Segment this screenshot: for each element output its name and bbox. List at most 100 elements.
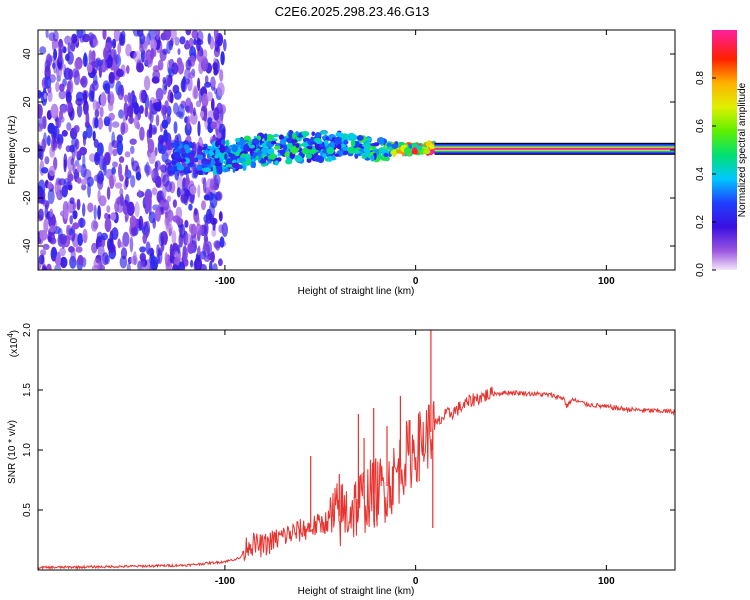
noise-cell [155,175,162,188]
x-tick-label: -100 [215,576,235,587]
noise-cell [93,204,97,221]
noise-cell [217,82,225,97]
noise-cell [155,160,161,171]
noise-cell [138,105,144,114]
noise-cell [66,80,72,92]
noise-cell [190,259,194,268]
signal-cell [253,136,257,139]
noise-cell [118,241,125,248]
noise-cell [115,53,122,68]
signal-cell [188,141,193,149]
noise-cell [76,198,81,211]
spectrogram-ylabel: Frequency (Hz) [7,116,18,185]
noise-cell [112,148,118,157]
noise-cell [87,182,91,198]
signal-cell [270,140,277,145]
signal-cell [381,156,389,161]
noise-cell [165,205,171,215]
noise-cell [209,217,218,225]
noise-cell [95,239,99,250]
noise-cell [90,51,95,62]
noise-cell [93,258,101,269]
noise-cell [103,116,110,127]
noise-cell [133,251,137,264]
signal-cell [316,139,320,145]
noise-cell [80,178,88,186]
signal-cell [386,143,392,147]
noise-cell [76,177,82,184]
noise-cell [99,172,105,183]
signal-cell [305,153,313,159]
noise-cell [193,207,198,216]
x-tick-label: 0 [413,276,419,287]
noise-cell [211,98,215,111]
signal-cell [181,153,186,158]
noise-cell [82,54,88,67]
noise-cell [45,30,49,39]
signal-cell [288,131,292,140]
signal-cell [258,155,262,161]
signal-cell [314,132,322,138]
noise-cell [58,90,67,100]
noise-cell [44,65,51,81]
noise-cell [144,94,150,111]
noise-cell [162,48,168,55]
noise-cell [38,90,42,99]
noise-cell [210,251,215,263]
noise-cell [172,199,177,208]
noise-cell [215,191,223,202]
signal-cell [171,160,177,165]
signal-cell [274,160,279,166]
noise-cell [188,203,193,211]
noise-cell [76,150,83,158]
noise-cell [94,152,101,166]
signal-cell [361,155,367,159]
signal-cell [382,148,388,153]
noise-cell [139,126,145,141]
noise-cell [144,226,149,239]
signal-cell [196,164,202,172]
signal-cell [171,141,178,148]
noise-cell [204,75,209,84]
snr-scale-close: ) [9,330,20,333]
snr-scale-prefix: (x10 [9,337,20,357]
noise-cell [201,200,206,211]
noise-cell [155,114,160,127]
noise-cell [197,184,201,199]
noise-cell [45,53,53,67]
noise-cell [99,106,104,118]
signal-cell [423,150,431,155]
noise-cell [174,36,180,46]
noise-cell [119,174,124,182]
noise-cell [72,164,76,175]
signal-cell [301,142,307,147]
noise-cell [139,43,144,53]
noise-cell [111,121,120,128]
noise-cell [171,62,179,75]
noise-cell [113,30,120,42]
signal-cell [326,146,335,155]
signal-cell [294,154,302,162]
signal-cell [291,139,298,144]
noise-cell [107,243,116,254]
signal-cell [324,139,329,146]
signal-cell [383,152,389,158]
y-tick-label: 1.5 [22,383,33,397]
signal-cell [189,154,194,162]
noise-cell [218,224,224,234]
signal-cell [252,152,257,158]
noise-cell [219,104,226,115]
noise-cell [80,75,88,88]
noise-cell [179,223,186,239]
signal-cell [282,144,288,152]
noise-cell [72,210,78,220]
noise-cell [173,256,180,267]
signal-cell [287,142,293,150]
noise-cell [156,244,160,257]
colorbar-gradient [712,30,737,270]
noise-cell [151,76,160,84]
signal-cell [295,143,300,148]
noise-cell [106,205,111,213]
noise-cell [213,174,221,187]
